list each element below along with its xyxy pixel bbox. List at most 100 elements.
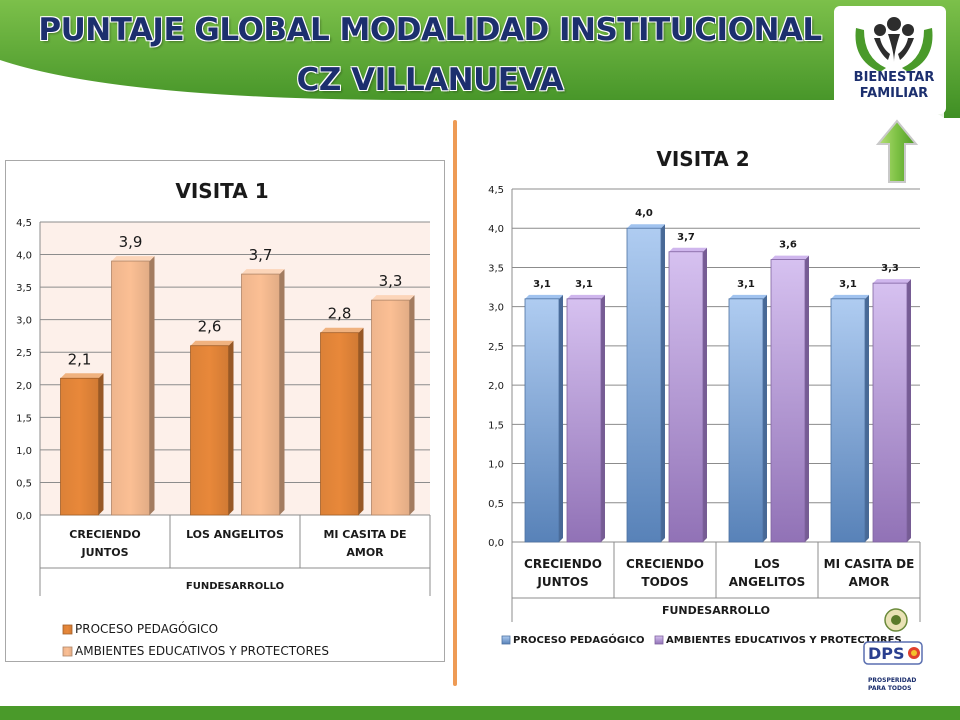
legend-swatch <box>501 635 511 645</box>
y-tick-label: 0,5 <box>16 478 32 489</box>
data-label: 2,8 <box>328 305 352 323</box>
bar-ambientes-educativos <box>566 298 602 543</box>
bar-top <box>371 295 415 301</box>
data-label: 4,0 <box>635 208 653 219</box>
y-tick-label: 0,0 <box>488 538 504 549</box>
data-label: 3,1 <box>737 279 755 290</box>
bar-top <box>771 255 809 260</box>
data-label: 2,1 <box>68 350 92 368</box>
bar-top <box>831 294 869 299</box>
y-tick-label: 2,5 <box>488 342 504 353</box>
bar-proceso-pedagogico <box>728 298 764 543</box>
y-tick-label: 3,5 <box>488 263 504 274</box>
data-label: 3,1 <box>533 279 551 290</box>
y-tick-label: 4,5 <box>488 185 504 196</box>
legend-swatch <box>654 635 664 645</box>
bar-ambientes-educativos <box>770 259 806 543</box>
bar-top <box>320 327 364 333</box>
bar-side <box>279 269 285 515</box>
group-label: FUNDESARROLLO <box>186 581 284 592</box>
y-tick-label: 0,0 <box>16 511 32 522</box>
up-arrow-icon <box>875 119 919 183</box>
bar-ambientes-educativos <box>371 299 410 516</box>
bar-side <box>763 294 767 542</box>
bar-top <box>190 340 234 346</box>
y-tick-label: 3,0 <box>488 303 504 314</box>
bar-top <box>60 373 104 379</box>
group-label: FUNDESARROLLO <box>662 604 770 617</box>
bar-proceso-pedagogico <box>60 377 99 516</box>
bar-side <box>805 255 809 542</box>
y-tick-label: 3,0 <box>16 316 32 327</box>
bar-proceso-pedagogico <box>830 298 866 543</box>
dps-logo-icon: DPS PROSPERIDAD PARA TODOS <box>863 608 926 692</box>
data-label: 3,3 <box>881 263 899 274</box>
bar-ambientes-educativos <box>668 251 704 543</box>
y-tick-label: 4,0 <box>16 251 32 262</box>
bar-side <box>228 340 234 515</box>
bar-top <box>111 256 155 262</box>
y-tick-label: 1,0 <box>16 446 32 457</box>
bar-side <box>358 327 364 515</box>
category-label: CRECIENDO JUNTOS <box>524 557 602 589</box>
y-tick-label: 1,5 <box>488 420 504 431</box>
vertical-divider <box>453 120 457 686</box>
legend-label: AMBIENTES EDUCATIVOS Y PROTECTORES <box>666 635 902 646</box>
category-label: MI CASITA DE AMOR <box>824 557 915 589</box>
bar-proceso-pedagogico <box>626 227 662 543</box>
data-label: 3,1 <box>839 279 857 290</box>
bar-ambientes-educativos <box>872 282 908 543</box>
bar-proceso-pedagogico <box>524 298 560 543</box>
data-label: 3,7 <box>249 246 273 264</box>
y-tick-label: 2,0 <box>488 381 504 392</box>
data-label: 3,6 <box>779 240 797 251</box>
y-tick-label: 3,5 <box>16 283 32 294</box>
chart-title: VISITA 2 <box>656 147 749 171</box>
page-title-line1: PUNTAJE GLOBAL MODALIDAD INSTITUCIONAL <box>38 12 822 48</box>
category-label: CRECIENDO JUNTOS <box>69 528 140 559</box>
bar-ambientes-educativos <box>241 273 280 516</box>
bar-side <box>907 279 911 542</box>
category-label: LOS ANGELITOS <box>186 528 284 541</box>
legend-swatch <box>62 624 73 635</box>
data-label: 2,6 <box>198 318 222 336</box>
bar-side <box>703 247 707 542</box>
y-tick-label: 2,5 <box>16 348 32 359</box>
bar-side <box>149 256 155 515</box>
bar-side <box>409 295 415 515</box>
category-label: MI CASITA DE AMOR <box>323 528 406 559</box>
logo-text-line1: BIENESTAR <box>853 70 935 85</box>
logo-text-line2: FAMILIAR <box>859 86 929 101</box>
data-label: 3,9 <box>119 233 143 251</box>
bar-side <box>865 294 869 542</box>
dps-tagline-2: PARA TODOS <box>868 685 911 692</box>
category-label: CRECIENDO TODOS <box>626 557 704 589</box>
bar-top <box>873 279 911 284</box>
y-tick-label: 0,5 <box>488 499 504 510</box>
y-tick-label: 1,5 <box>16 413 32 424</box>
y-tick-label: 4,0 <box>488 224 504 235</box>
bar-side <box>559 294 563 542</box>
category-label: LOS ANGELITOS <box>729 557 806 589</box>
bienestar-familiar-logo-icon <box>855 17 933 72</box>
y-tick-label: 1,0 <box>488 460 504 471</box>
legend-swatch <box>62 646 73 657</box>
bar-top <box>627 224 665 229</box>
legend-label: AMBIENTES EDUCATIVOS Y PROTECTORES <box>75 644 329 658</box>
bar-side <box>98 373 104 515</box>
legend-label: PROCESO PEDAGÓGICO <box>513 633 645 646</box>
y-tick-label: 2,0 <box>16 381 32 392</box>
chart-title: VISITA 1 <box>175 179 268 203</box>
y-tick-label: 4,5 <box>16 218 32 229</box>
bar-top <box>567 294 605 299</box>
bar-top <box>729 294 767 299</box>
dps-logo-text: DPS <box>868 644 905 663</box>
bar-top <box>669 247 707 252</box>
data-label: 3,7 <box>677 232 695 243</box>
data-label: 3,3 <box>379 272 403 290</box>
bar-proceso-pedagogico <box>190 345 229 516</box>
bar-proceso-pedagogico <box>320 332 359 516</box>
bar-side <box>601 294 605 542</box>
